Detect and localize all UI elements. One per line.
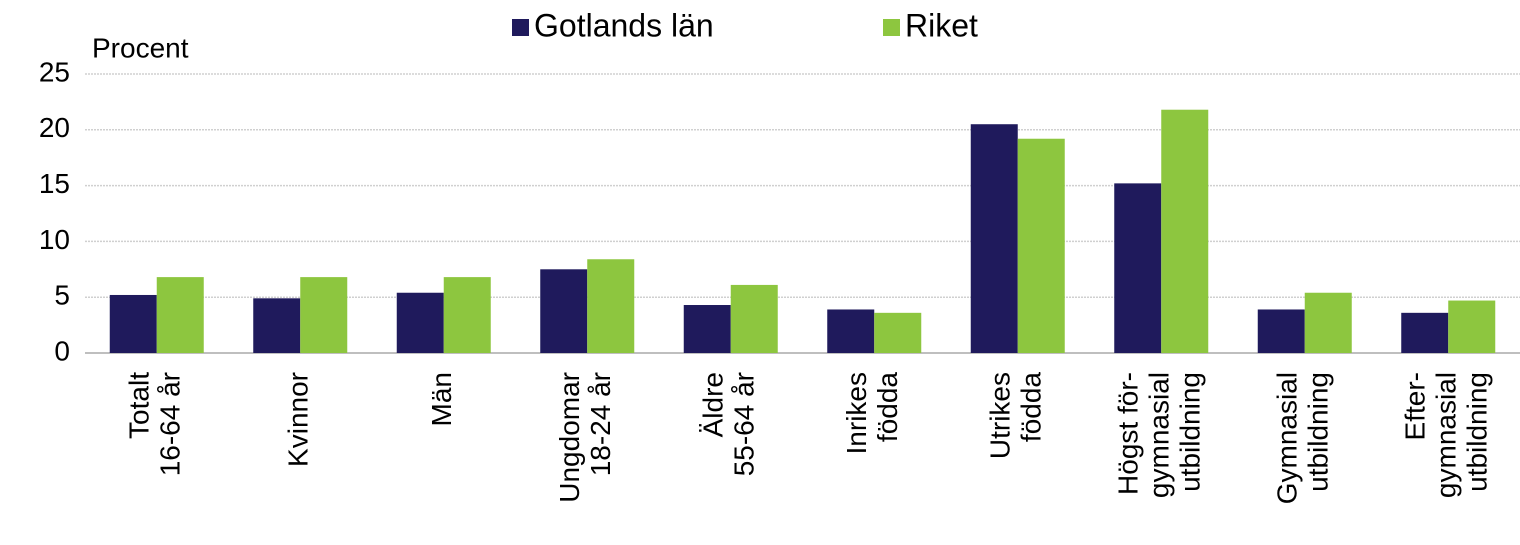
x-tick-label: 16-64 år <box>155 372 186 476</box>
x-tick-label: Totalt <box>124 372 155 439</box>
bar <box>109 294 157 353</box>
x-tick-label: Gymnasial <box>1272 372 1303 504</box>
y-axis-label: Procent <box>92 32 189 63</box>
y-tick-label: 10 <box>39 224 70 255</box>
bar <box>1161 109 1209 353</box>
bar <box>1114 183 1162 353</box>
bar <box>730 284 778 353</box>
legend-label: Riket <box>905 7 978 43</box>
bar <box>1401 312 1449 353</box>
bar <box>396 292 444 353</box>
bar <box>970 124 1018 353</box>
x-tick-label: Högst för- <box>1113 372 1144 495</box>
bar <box>1257 309 1305 353</box>
bar <box>540 269 588 353</box>
bar <box>587 259 635 353</box>
x-tick-label: Män <box>426 372 457 426</box>
bar <box>156 277 204 353</box>
x-tick-label: Kvinnor <box>283 372 314 467</box>
x-tick-label: Ungdomar <box>554 372 585 503</box>
y-tick-label: 15 <box>39 168 70 199</box>
x-tick-label: födda <box>1016 372 1047 442</box>
bar <box>827 309 875 353</box>
bar <box>683 305 731 353</box>
legend-swatch <box>883 19 900 36</box>
bar <box>300 277 348 353</box>
x-tick-label: Äldre <box>698 372 729 437</box>
x-tick-label: Utrikes <box>985 372 1016 459</box>
legend-swatch <box>512 19 529 36</box>
legend-label: Gotlands län <box>534 7 714 43</box>
bar <box>1448 300 1496 353</box>
y-tick-label: 20 <box>39 112 70 143</box>
y-tick-label: 5 <box>54 280 70 311</box>
y-tick-label: 0 <box>54 335 70 366</box>
bar <box>1304 292 1352 353</box>
bar <box>253 298 301 353</box>
x-tick-label: utbildning <box>1303 372 1334 492</box>
x-tick-label: Efter- <box>1400 372 1431 440</box>
bar <box>443 277 491 353</box>
x-tick-label: gymnasial <box>1431 372 1462 498</box>
x-tick-label: 55-64 år <box>729 372 760 476</box>
x-tick-label: gymnasial <box>1144 372 1175 498</box>
x-tick-label: utbildning <box>1462 372 1493 492</box>
x-tick-label: födda <box>872 372 903 442</box>
x-tick-label: 18-24 år <box>585 372 616 476</box>
y-tick-label: 25 <box>39 56 70 87</box>
x-tick-label: utbildning <box>1175 372 1206 492</box>
bar <box>1017 138 1065 353</box>
bar <box>874 312 922 353</box>
x-tick-label: Inrikes <box>841 372 872 454</box>
